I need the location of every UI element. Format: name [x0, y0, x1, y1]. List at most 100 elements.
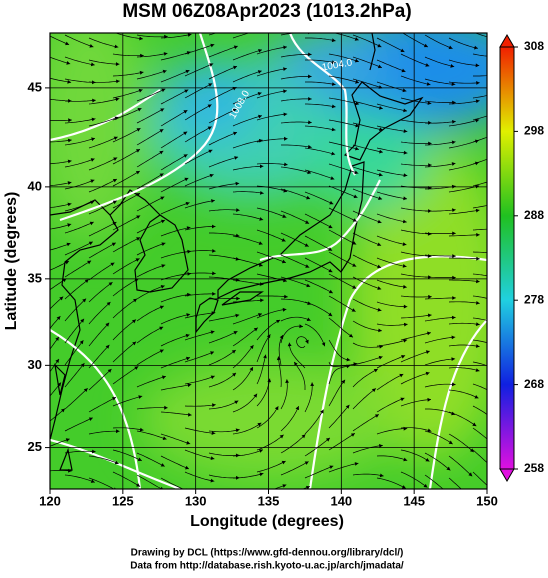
streamline-arrow — [379, 444, 383, 448]
streamline — [208, 349, 237, 366]
streamline — [472, 158, 487, 165]
streamline — [160, 477, 184, 489]
streamline-arrow — [232, 372, 236, 377]
streamline-arrow — [106, 302, 111, 306]
streamline — [304, 323, 326, 347]
streamline-arrow — [55, 336, 59, 341]
streamline-arrow — [253, 393, 258, 398]
streamline-arrow — [328, 247, 333, 251]
streamline — [64, 158, 95, 168]
streamline-arrow — [451, 357, 456, 361]
streamline-arrow — [184, 177, 189, 182]
streamline-arrow — [208, 83, 213, 87]
streamline-arrow — [105, 344, 110, 349]
streamline — [136, 474, 163, 489]
streamline — [185, 26, 215, 32]
streamline-arrow — [212, 224, 216, 229]
streamline — [64, 387, 88, 410]
streamline — [50, 336, 60, 350]
streamline-arrow — [475, 344, 480, 348]
streamline-arrow — [282, 307, 287, 312]
streamline-arrow — [137, 108, 142, 112]
streamline-arrow — [283, 112, 288, 117]
streamline — [376, 169, 408, 176]
streamline — [424, 162, 456, 168]
streamline-arrow — [88, 241, 93, 246]
streamline-arrow — [379, 149, 383, 154]
streamline — [136, 285, 165, 300]
streamline — [256, 185, 288, 192]
streamline-arrow — [161, 242, 166, 246]
streamline — [136, 430, 167, 440]
streamline-arrow — [186, 226, 191, 230]
streamline — [376, 397, 405, 413]
streamline-arrow — [282, 214, 287, 218]
streamline — [449, 279, 480, 283]
y-tick-label: 35 — [28, 270, 42, 285]
streamline-arrow — [331, 38, 336, 43]
streamline — [88, 157, 118, 171]
y-tick-label: 40 — [28, 178, 42, 193]
streamline — [424, 78, 456, 85]
streamline — [352, 78, 383, 89]
streamline-arrow — [162, 436, 167, 440]
streamline-arrow — [160, 285, 165, 289]
streamline-arrow — [113, 136, 118, 140]
streamline — [64, 56, 95, 66]
x-tick-label: 125 — [112, 493, 134, 508]
streamline-arrow — [67, 497, 71, 501]
streamline — [472, 383, 487, 391]
colorbar: 258 268 278 288 298 308 — [499, 34, 544, 482]
streamline — [400, 399, 432, 407]
streamline — [352, 342, 384, 348]
streamline — [256, 308, 287, 319]
streamline-arrow — [82, 298, 87, 303]
streamline — [88, 322, 110, 347]
streamline-arrow — [276, 356, 281, 361]
streamline-arrow — [423, 43, 428, 48]
streamline — [280, 379, 288, 410]
colorbar-scale — [499, 46, 515, 470]
streamline — [160, 334, 190, 347]
streamline-arrow — [108, 282, 113, 286]
streamline-arrow — [427, 428, 432, 433]
streamline-arrow — [67, 181, 72, 185]
streamline — [256, 207, 287, 218]
streamline-arrow — [161, 219, 165, 224]
streamline-arrow — [523, 71, 527, 75]
streamline-arrow — [91, 137, 95, 142]
streamline-arrow — [428, 163, 432, 168]
streamline — [64, 118, 96, 124]
streamline — [50, 35, 70, 46]
streamline — [208, 314, 240, 322]
streamline — [400, 251, 432, 257]
streamline-arrow — [139, 427, 144, 432]
streamline — [50, 181, 72, 187]
streamline-arrow — [259, 282, 264, 286]
streamline-arrow — [233, 331, 238, 335]
streamline — [136, 196, 165, 212]
streamline-arrow — [90, 158, 95, 162]
streamline-arrow — [474, 395, 479, 399]
streamline-arrow — [263, 354, 267, 359]
streamline-arrow — [472, 422, 477, 427]
streamline-arrow — [90, 479, 95, 483]
streamline-arrow — [283, 24, 287, 28]
streamline-arrow — [185, 333, 190, 338]
streamline — [232, 213, 264, 221]
streamline-arrow — [354, 462, 359, 466]
streamline — [184, 126, 212, 143]
streamline-arrow — [330, 176, 335, 180]
streamline — [352, 445, 383, 454]
streamline — [64, 318, 85, 344]
streamline — [184, 272, 216, 275]
streamline — [281, 144, 312, 148]
streamline-arrow — [306, 283, 311, 288]
streamline — [88, 301, 111, 325]
streamline — [160, 131, 188, 149]
streamline — [232, 165, 264, 171]
streamline-arrow — [211, 311, 216, 315]
streamline — [136, 34, 168, 38]
streamline-arrow — [90, 505, 94, 509]
